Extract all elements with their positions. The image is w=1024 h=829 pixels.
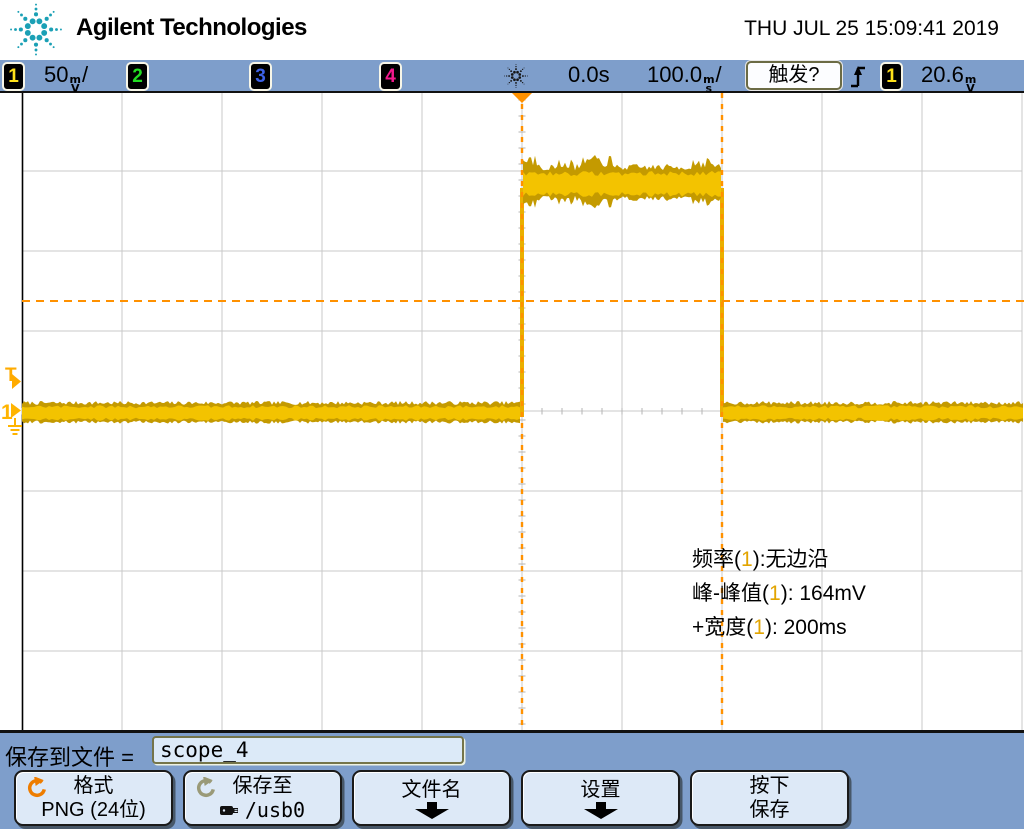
softkey-save-to[interactable]: 保存至 /usb0 <box>183 770 342 826</box>
softkey-value: PNG (24位) <box>41 799 146 821</box>
measurement-peak-to-peak: 峰-峰值(1): 164mV <box>692 582 866 605</box>
softkey-label: 设置 <box>580 778 621 801</box>
filename-input[interactable] <box>152 736 464 764</box>
softkey-label: 保存至 <box>232 775 293 797</box>
save-panel: 保存到文件 = 格式 PNG (24位) 保存至 /usb0 文件名 <box>0 733 1024 829</box>
softkey-settings[interactable]: 设置 <box>521 770 680 826</box>
down-arrow-icon <box>414 801 449 819</box>
softkey-format[interactable]: 格式 PNG (24位) <box>14 770 173 826</box>
down-arrow-icon <box>583 801 618 819</box>
trigger-source-badge: 1 <box>880 62 903 91</box>
measurement-plus-width: +宽度(1): 200ms <box>692 616 847 639</box>
usb-drive-icon <box>219 805 238 815</box>
brand-name: Agilent Technologies <box>76 14 307 41</box>
save-to-file-label: 保存到文件 = <box>5 745 134 770</box>
rotate-knob-icon <box>25 777 47 799</box>
softkey-file-name[interactable]: 文件名 <box>352 770 511 826</box>
trigger-spark-icon <box>503 63 529 89</box>
measurement-frequency: 频率(1):无边沿 <box>692 548 829 571</box>
trigger-time-marker <box>512 93 532 103</box>
softkey-menu <box>582 801 620 819</box>
softkey-press-to-save[interactable]: 按下 保存 <box>690 770 849 826</box>
status-bar: 1 50 m V/ 2 3 4 0.0s 100.0 m s / 触发? 1 20.6 m V <box>0 60 1024 95</box>
rotate-knob-icon <box>194 777 216 799</box>
softkey-value: /usb0 <box>219 798 305 822</box>
measurement-readouts: 频率(1):无边沿 峰-峰值(1): 164mV +宽度(1): 200ms <box>692 543 866 645</box>
channel-4-badge: 4 <box>379 62 402 91</box>
trigger-level-readout: 20.6 m V <box>921 62 977 95</box>
softkey-label: 文件名 <box>401 778 462 801</box>
horizontal-delay: 0.0s <box>568 62 610 87</box>
trigger-status-box: 触发? <box>746 61 842 90</box>
softkey-label: 格式 <box>73 775 114 797</box>
softkey-menu <box>413 801 451 819</box>
softkey-label2: 保存 <box>749 799 790 821</box>
channel-1-badge: 1 <box>2 62 25 91</box>
rising-edge-trigger-icon <box>851 66 865 88</box>
channel-3-badge: 3 <box>249 62 272 91</box>
header: Agilent Technologies THU JUL 25 15:09:41… <box>0 0 1024 60</box>
softkey-label: 按下 <box>749 775 790 797</box>
agilent-spark-logo-icon <box>5 1 67 58</box>
channel-1-ground-marker: 1 <box>1 401 13 424</box>
channel-2-badge: 2 <box>126 62 149 91</box>
datetime-display: THU JUL 25 15:09:41 2019 <box>744 17 999 40</box>
timebase-scale: 100.0 m s / <box>647 62 722 95</box>
scope-graticule: T1 <box>0 93 1024 733</box>
channel-1-scale: 50 m V / <box>44 62 89 95</box>
